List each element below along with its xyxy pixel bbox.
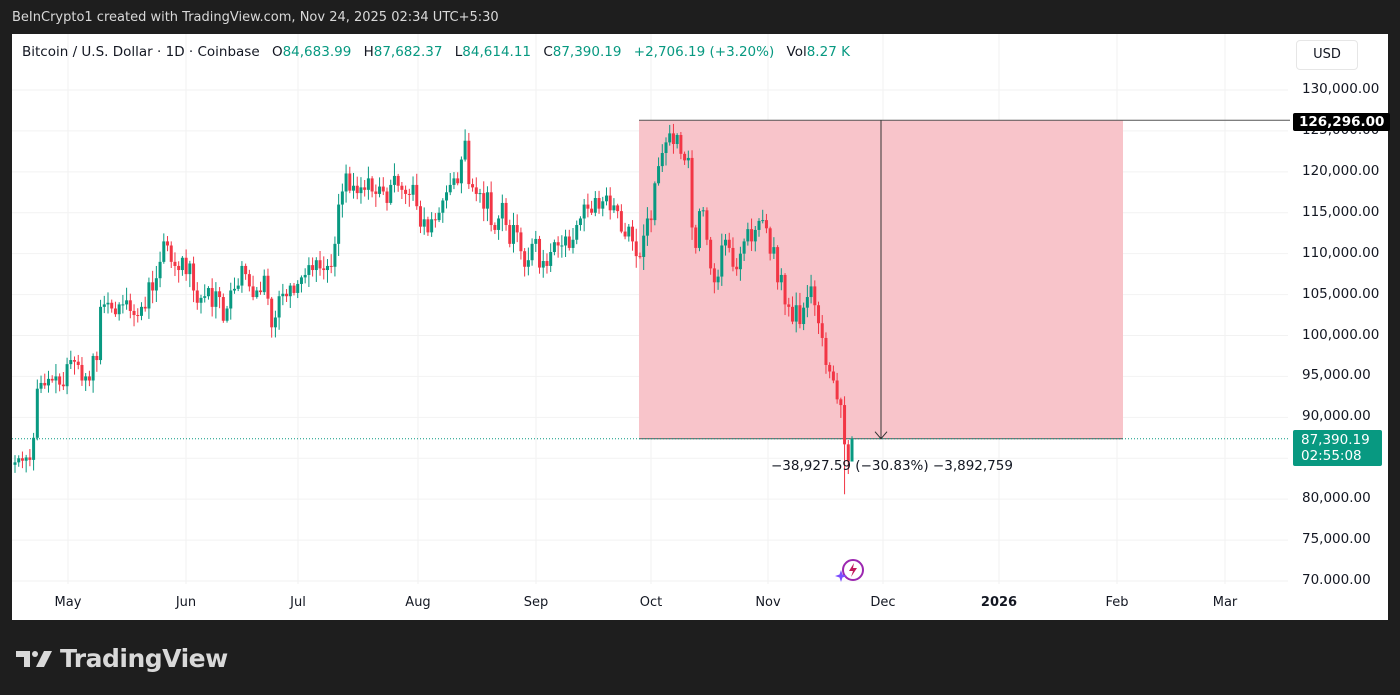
time-tick-label: Feb [1105,595,1129,610]
symbol-title[interactable]: Bitcoin / U.S. Dollar · 1D · Coinbase [22,44,260,60]
tradingview-logo: TradingView [16,644,228,673]
price-tick-label: 120,000.00 [1302,162,1380,179]
price-tick-label: 115,000.00 [1302,203,1380,220]
low-label: L [454,44,463,60]
low-value: 84,614.11 [462,44,532,60]
price-tick-label: 110,000.00 [1302,244,1380,261]
price-tick-label: 95,000.00 [1302,367,1371,384]
last-price-value: 87,390.19 [1301,432,1370,448]
ai-flash-icon[interactable] [834,556,868,590]
attribution-text: BeInCrypto1 created with TradingView.com… [12,10,499,25]
price-tick-label: 105,000.00 [1302,285,1380,302]
last-price-marker: 87,390.19 02:55:08 [1293,430,1382,466]
price-tick-label: 90,000.00 [1302,408,1371,425]
price-tick-label: 75,000.00 [1302,531,1371,548]
time-tick-label: 2026 [980,595,1018,610]
volume-value: 8.27 K [806,44,850,60]
close-label: C [543,44,553,60]
close-value: 87,390.19 [552,44,622,60]
time-tick-label: Jun [175,595,197,610]
time-tick-label: Sep [523,595,549,610]
chart-area[interactable]: Bitcoin / U.S. Dollar · 1D · Coinbase O8… [12,34,1391,620]
high-value: 87,682.37 [373,44,443,60]
price-chart-canvas[interactable] [12,34,1388,620]
price-tick-label: 100,000.00 [1302,326,1380,343]
time-tick-label: Aug [405,595,431,610]
symbol-legend: Bitcoin / U.S. Dollar · 1D · Coinbase O8… [22,44,850,60]
bar-countdown: 02:55:08 [1301,448,1362,464]
currency-button[interactable]: USD [1296,40,1358,70]
open-value: 84,683.99 [282,44,352,60]
price-tick-label: 70.000.00 [1302,572,1371,588]
time-tick-label: Oct [639,595,663,610]
change-value: +2,706.19 (+3.20%) [633,44,775,60]
high-price-marker: 126,296.00 [1293,113,1391,131]
brand-name: TradingView [60,644,228,673]
price-range-label: −38,927.59 (−30.83%) −3,892,759 [771,458,1013,474]
volume-label: Vol [786,44,807,60]
price-tick-label: 130,000.00 [1302,81,1380,97]
tradingview-logo-icon [16,650,52,667]
time-tick-label: Mar [1212,595,1238,610]
high-label: H [363,44,374,60]
open-label: O [271,44,283,60]
time-tick-label: Nov [755,595,781,610]
time-tick-label: May [54,595,82,610]
time-tick-label: Dec [870,595,896,610]
price-tick-label: 80,000.00 [1302,490,1371,507]
time-tick-label: Jul [290,595,306,610]
